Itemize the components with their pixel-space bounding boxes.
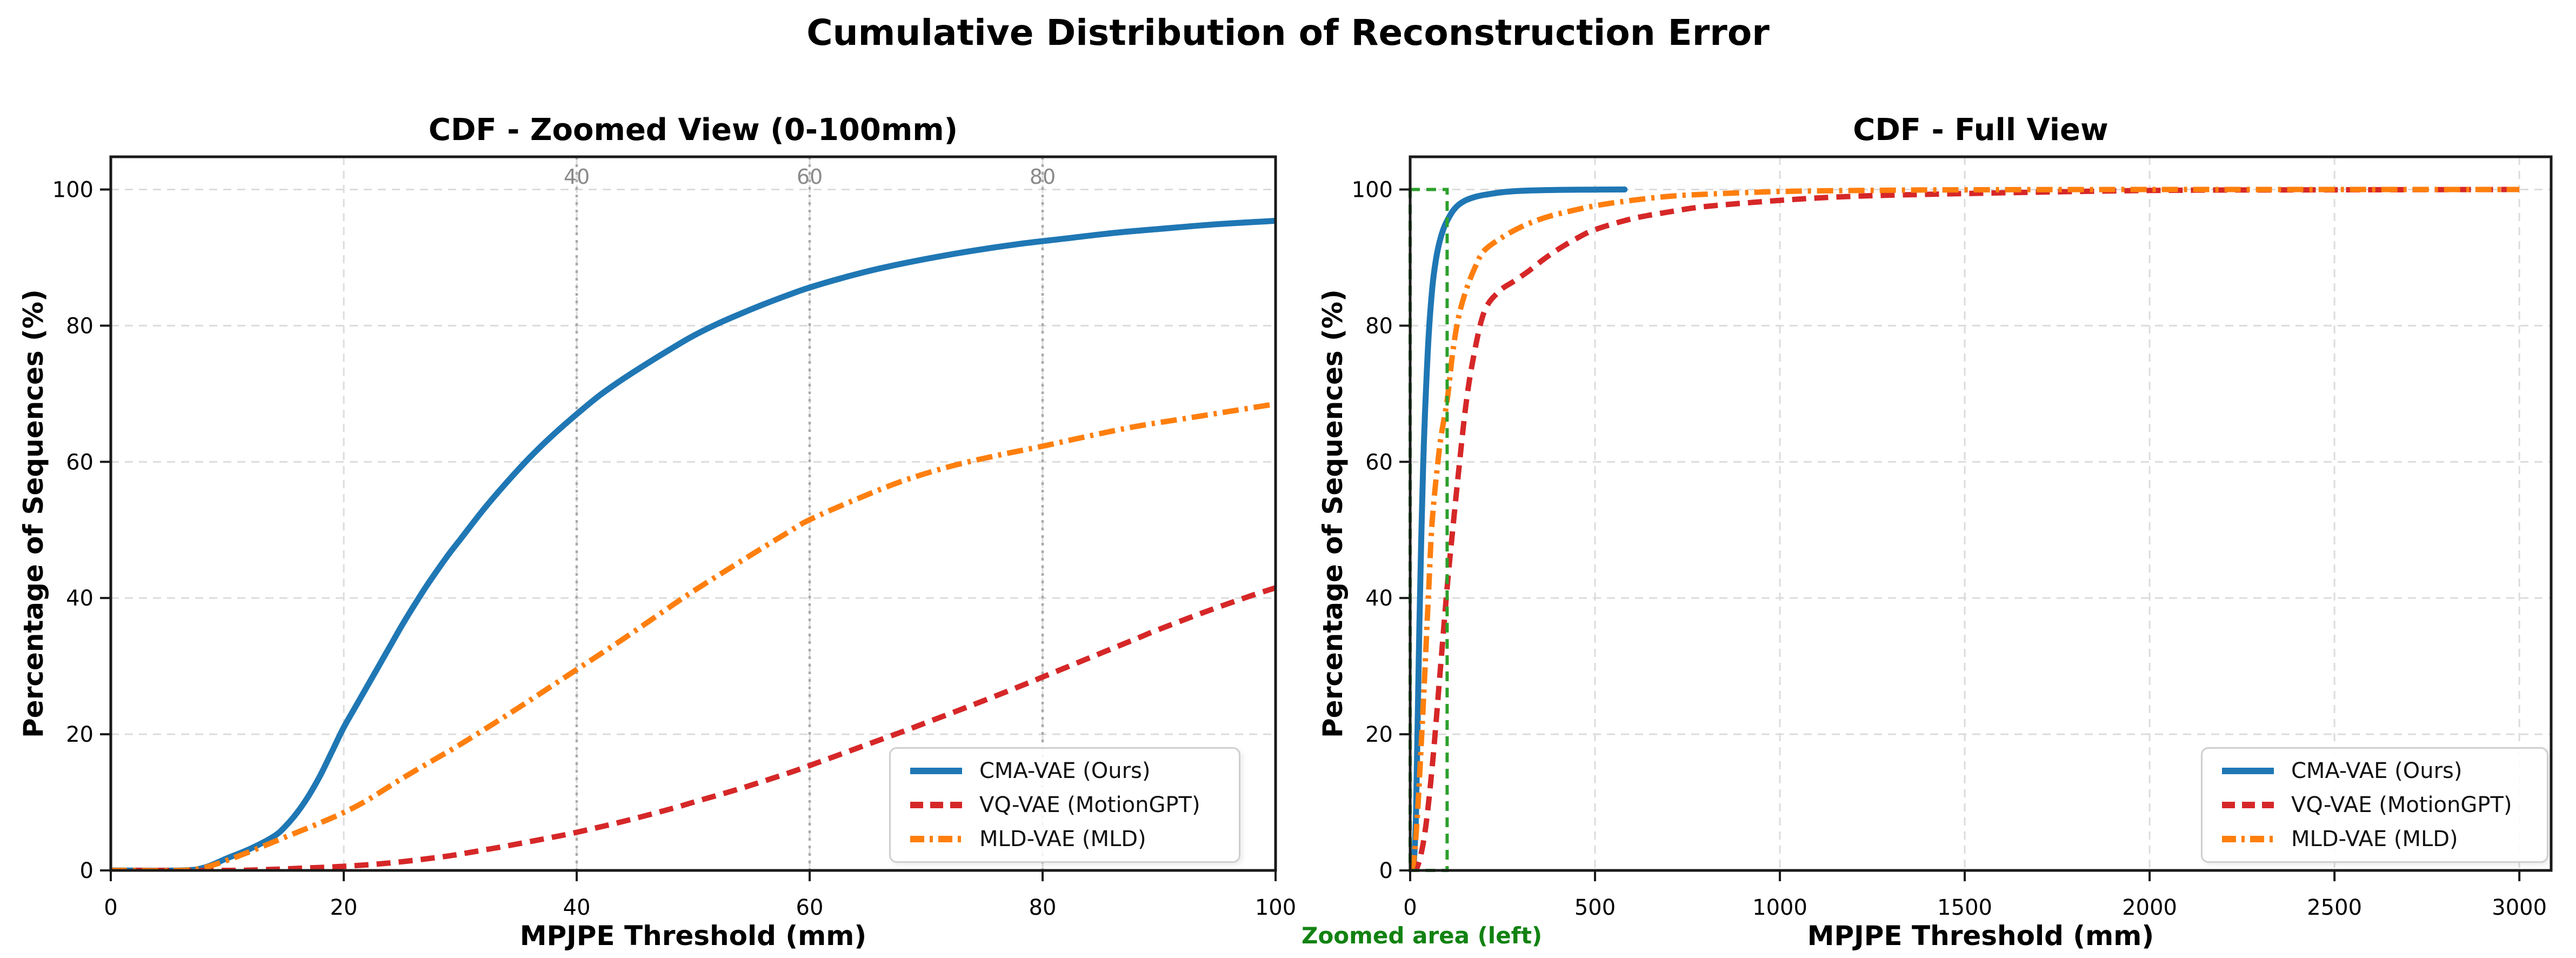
subplot-title-zoomed-view: CDF - Zoomed View (0-100mm) [428, 112, 958, 148]
legend-line-sample [2222, 801, 2274, 808]
zoomed-area-annotation: Zoomed area (left) [1302, 922, 1543, 949]
legend-right-plot: CMA-VAE (Ours) VQ-VAE (MotionGPT) MLD-VAE … [2201, 747, 2548, 863]
axes-spines [1409, 155, 2553, 872]
x-tick-label: 0 [1403, 895, 1417, 920]
x-tick-label: 2500 [2307, 895, 2362, 920]
x-tick-label: 3000 [2492, 895, 2547, 920]
legend-entry: VQ-VAE (MotionGPT) [2203, 793, 2547, 817]
legend-entry: MLD-VAE (MLD) [2203, 827, 2547, 851]
y-tick-label: 40 [1365, 586, 1393, 611]
x-axis-label-right: MPJPE Threshold (mm) [1807, 920, 2154, 952]
x-tick-label: 80 [1029, 895, 1057, 920]
x-tick-label: 40 [563, 895, 591, 920]
axes-spines [109, 155, 1277, 872]
x-tick-label: 0 [104, 895, 117, 920]
legend-line-sample [2222, 835, 2274, 842]
legend-entry: MLD-VAE (MLD) [891, 827, 1239, 851]
legend-label: MLD-VAE (MLD) [979, 826, 1146, 851]
subplot-0: 40 60 80 0 20 40 60 80 100 0 20 40 60 80 100 [52, 155, 1296, 920]
x-tick-label: 60 [796, 895, 824, 920]
legend-entry: VQ-VAE (MotionGPT) [891, 793, 1239, 817]
legend-label: VQ-VAE (MotionGPT) [2291, 792, 2512, 817]
y-tick-label: 80 [66, 314, 94, 338]
curve-vq-vae-motiongpt [1410, 187, 2520, 870]
curve-vq-vae-motiongpt [111, 585, 1276, 870]
top-axis-tick-label: 60 [797, 165, 823, 189]
legend-line-sample [910, 801, 962, 808]
x-tick-label: 1000 [1752, 895, 1807, 920]
legend-label: CMA-VAE (Ours) [2291, 759, 2462, 784]
legend-line-sample [2222, 768, 2274, 775]
y-tick-label: 60 [1365, 450, 1393, 475]
y-tick-label: 100 [52, 177, 94, 202]
y-tick-label: 80 [1365, 314, 1393, 338]
curve-mld-vae-mld [111, 401, 1276, 870]
legend-label: CMA-VAE (Ours) [979, 759, 1151, 784]
curve-cma-vae-ours [1410, 187, 1628, 870]
figure-title: Cumulative Distribution of Reconstructio… [806, 12, 1770, 54]
y-tick-label: 100 [1352, 177, 1393, 202]
top-axis-tick-label: 40 [564, 165, 590, 189]
y-tick-label: 20 [1365, 722, 1393, 747]
legend-line-sample [910, 835, 962, 842]
legend-entry: CMA-VAE (Ours) [2203, 759, 2547, 783]
legend-label: MLD-VAE (MLD) [2291, 826, 2458, 851]
x-tick-label: 1500 [1937, 895, 1992, 920]
y-axis-label-left: Percentage of Sequences (%) [18, 289, 49, 738]
curve-mld-vae-mld [1410, 187, 2520, 870]
x-tick-label: 100 [1255, 895, 1296, 920]
legend-label: VQ-VAE (MotionGPT) [979, 792, 1200, 817]
subplot-title-full-view: CDF - Full View [1853, 112, 2108, 148]
y-tick-label: 0 [80, 859, 94, 883]
legend-left-plot: CMA-VAE (Ours) VQ-VAE (MotionGPT) MLD-VAE … [889, 747, 1240, 863]
legend-line-sample [910, 768, 962, 775]
curve-cma-vae-ours [111, 217, 1276, 870]
top-axis-tick-label: 80 [1030, 165, 1056, 189]
y-tick-label: 20 [66, 722, 94, 747]
y-tick-label: 60 [66, 450, 94, 475]
x-tick-label: 500 [1574, 895, 1616, 920]
y-tick-label: 0 [1379, 859, 1393, 883]
legend-entry: CMA-VAE (Ours) [891, 759, 1239, 783]
x-tick-label: 2000 [2122, 895, 2177, 920]
y-axis-label-right: Percentage of Sequences (%) [1317, 289, 1349, 738]
x-axis-label-left: MPJPE Threshold (mm) [519, 920, 867, 952]
y-tick-label: 40 [66, 586, 94, 611]
x-tick-label: 20 [330, 895, 358, 920]
